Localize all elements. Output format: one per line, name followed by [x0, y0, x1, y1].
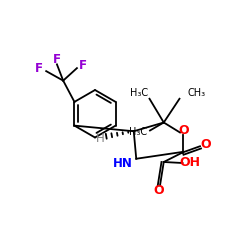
Text: CH₃: CH₃	[187, 88, 205, 98]
Text: O: O	[154, 184, 164, 198]
Text: OH: OH	[179, 156, 200, 169]
Text: HN: HN	[114, 157, 133, 170]
Text: O: O	[178, 124, 189, 136]
Text: H₃C: H₃C	[130, 88, 148, 98]
Text: H: H	[96, 132, 105, 145]
Text: O: O	[200, 138, 211, 151]
Text: H₃C: H₃C	[130, 127, 148, 137]
Text: F: F	[78, 58, 86, 71]
Text: F: F	[53, 54, 61, 66]
Text: F: F	[35, 62, 43, 75]
